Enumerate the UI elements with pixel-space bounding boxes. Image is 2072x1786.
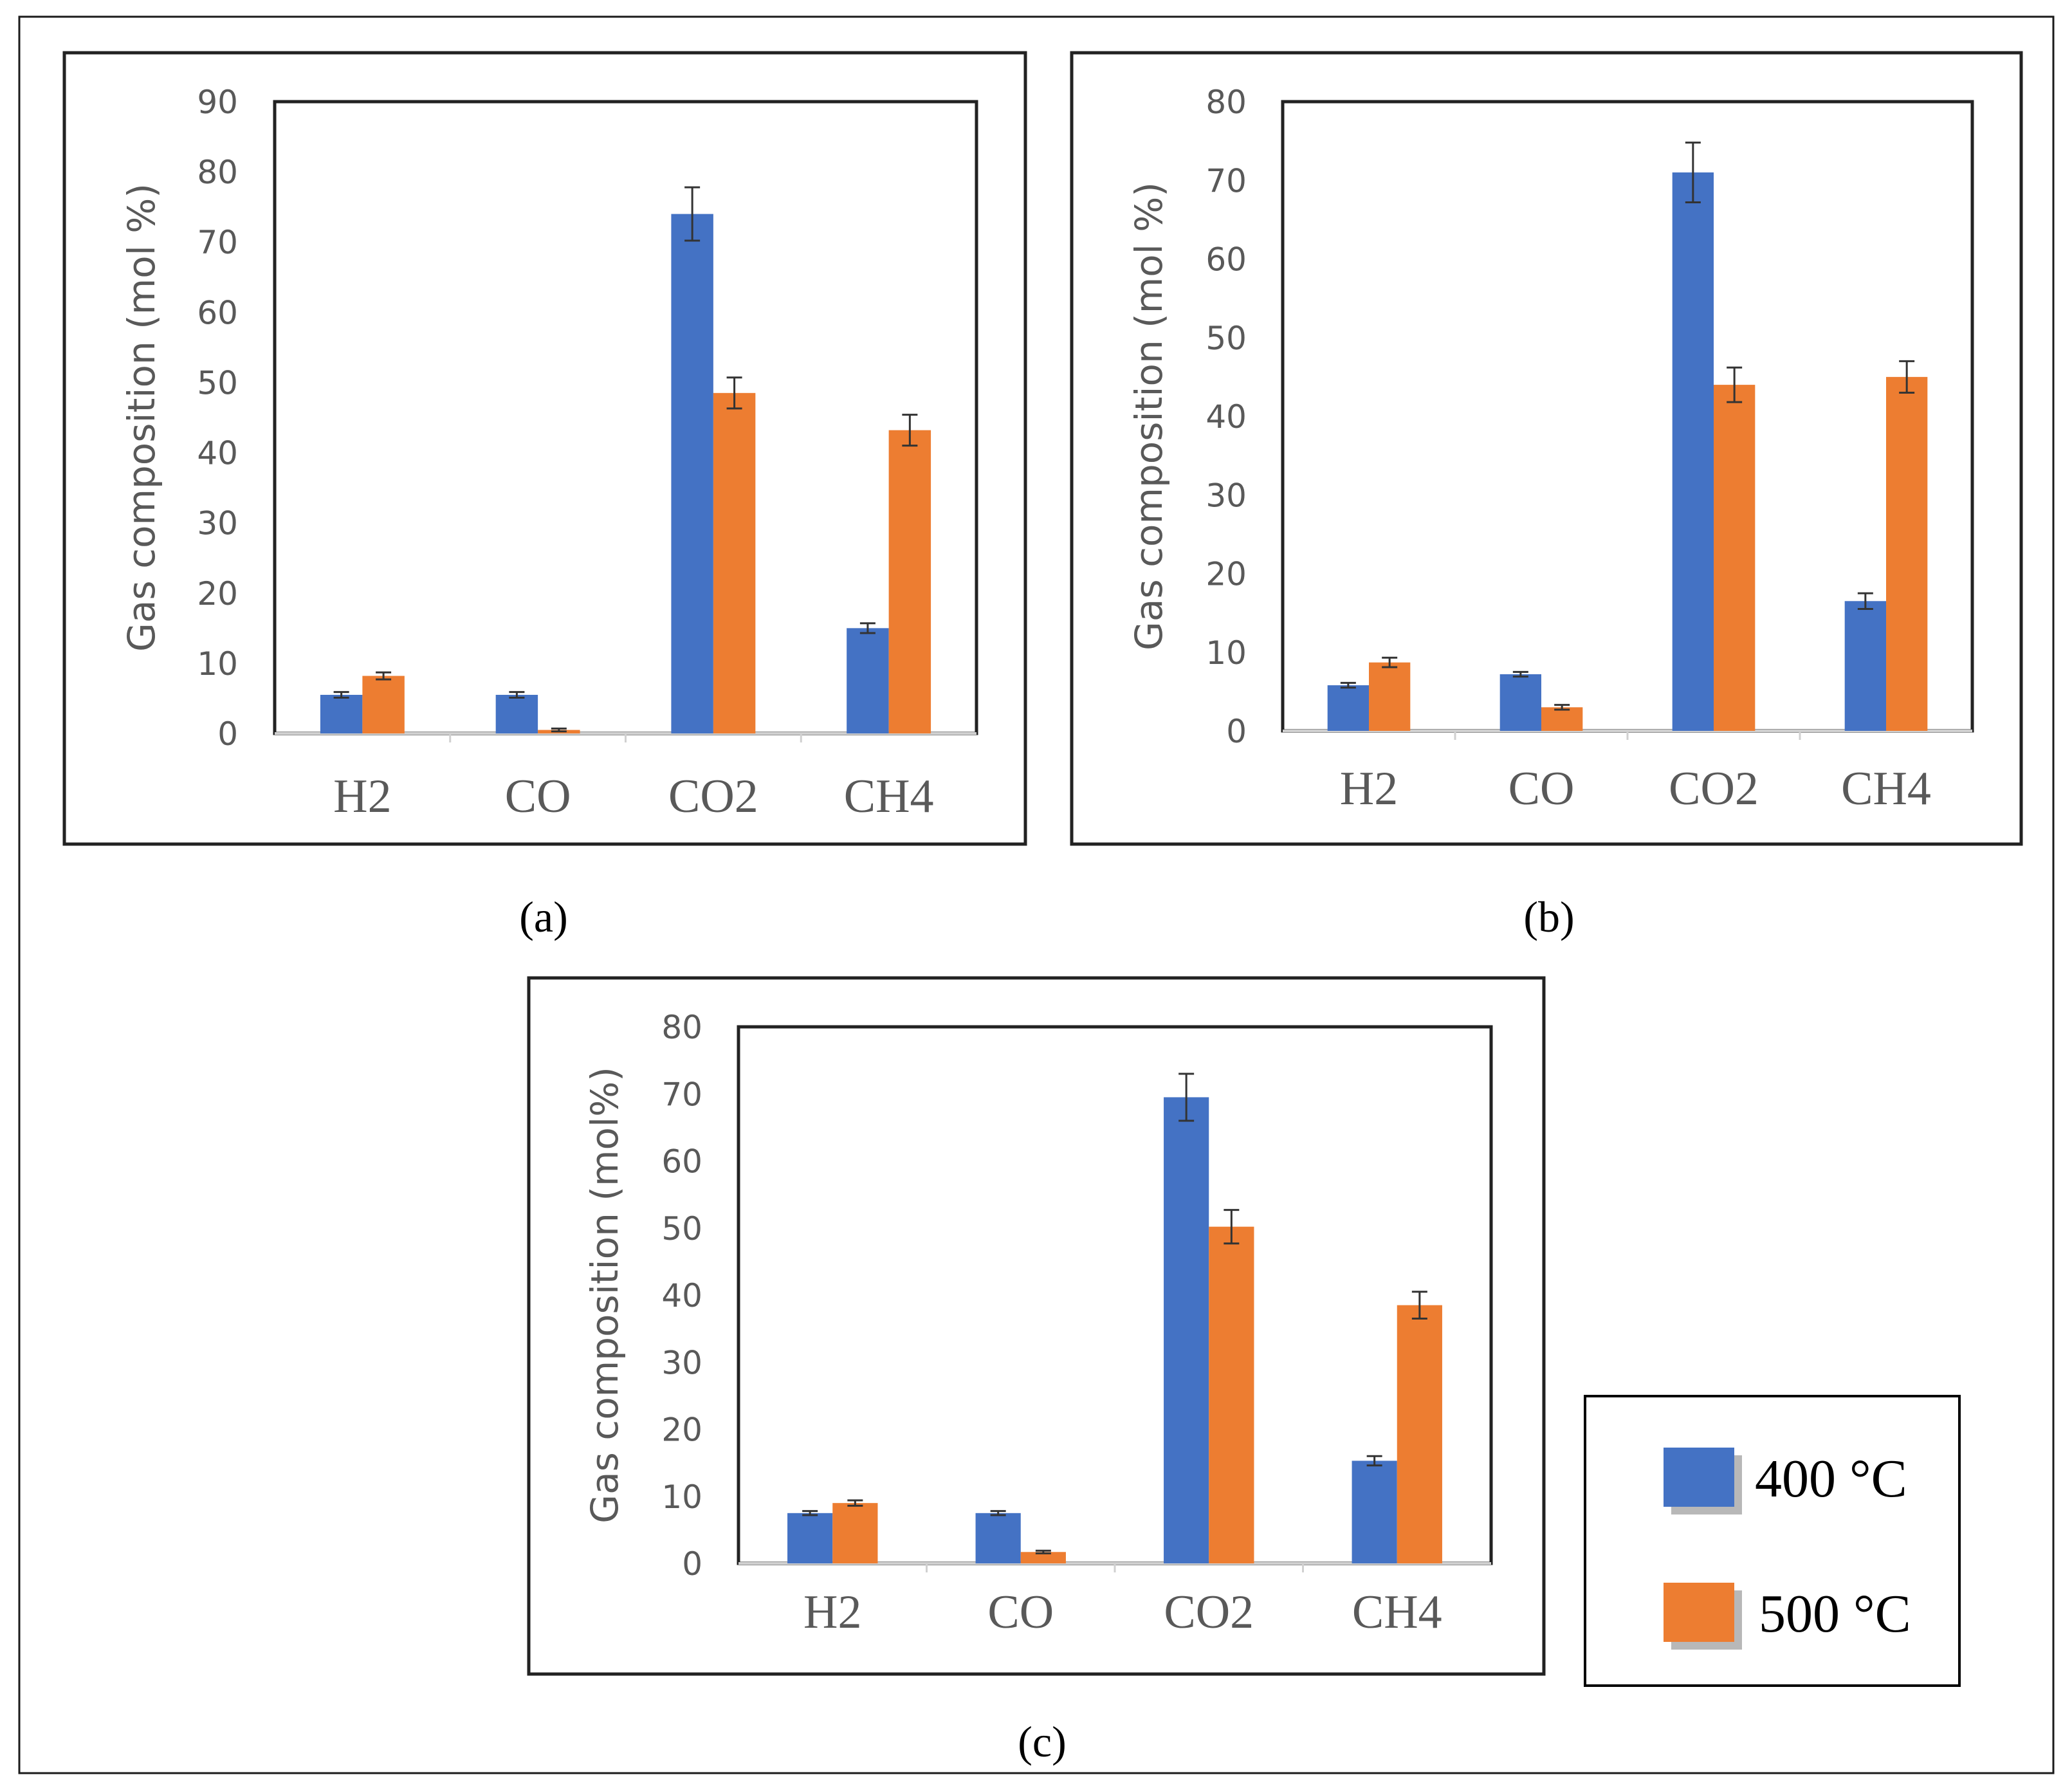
x-category-label: CH4 [1352, 1586, 1442, 1639]
panels: 0 10 20 30 40 50 60 70 80 90 Gas composition (mol … [62, 51, 2023, 1766]
bar-400-2 [1672, 172, 1714, 731]
bar-400-1 [495, 694, 538, 733]
bar-400-3 [1352, 1460, 1397, 1563]
legend-label-400: 400 °C [1755, 1449, 1907, 1509]
bar-500-3 [1397, 1305, 1442, 1563]
y-tick-label: 20 [661, 1412, 702, 1449]
x-category-label: H2 [803, 1586, 861, 1639]
bar-500-2 [1714, 385, 1756, 731]
x-category-label: H2 [333, 770, 391, 823]
y-tick-label: 40 [661, 1277, 702, 1314]
bar-500-0 [1369, 662, 1411, 731]
bar-500-2 [713, 392, 756, 733]
y-tick-label: 0 [682, 1545, 702, 1583]
figure-frame [18, 15, 2055, 1774]
bar-500-0 [362, 676, 405, 733]
y-tick-label: 10 [1206, 634, 1247, 672]
x-category-label: CO [1508, 762, 1575, 815]
x-category-label: CO [505, 770, 571, 823]
panel-caption: (c) [1018, 1717, 1066, 1766]
y-axis-label: Gas composition (mol%) [583, 1067, 627, 1524]
legend-swatch-500 [1664, 1583, 1734, 1642]
legend: 400 °C 500 °C [1584, 1395, 1961, 1687]
y-tick-label: 20 [197, 575, 238, 612]
y-tick-label: 60 [197, 294, 238, 331]
legend-label-500: 500 °C [1759, 1584, 1911, 1644]
panel-caption: (b) [1523, 892, 1574, 941]
bar-500-2 [1209, 1226, 1254, 1563]
chart-panel-2: 0 10 20 30 40 50 60 70 80 Gas composition (mol%) H… [527, 976, 1546, 1766]
y-axis-label: Gas composition (mol %) [120, 183, 163, 652]
y-tick-label: 70 [197, 224, 238, 261]
y-tick-label: 50 [197, 364, 238, 401]
y-tick-label: 50 [1206, 320, 1247, 357]
y-tick-label: 30 [661, 1344, 702, 1381]
x-category-label: CO [987, 1586, 1054, 1639]
y-tick-label: 10 [197, 645, 238, 683]
bar-500-1 [1020, 1552, 1066, 1563]
y-tick-label: 10 [661, 1478, 702, 1516]
bar-400-0 [1327, 685, 1369, 731]
y-tick-label: 60 [1206, 241, 1247, 279]
y-tick-label: 90 [197, 84, 238, 121]
bar-400-1 [975, 1513, 1021, 1563]
bar-500-3 [888, 430, 931, 733]
y-tick-label: 20 [1206, 556, 1247, 593]
bar-400-2 [1164, 1097, 1209, 1563]
bar-400-3 [1844, 601, 1886, 731]
y-tick-label: 0 [217, 715, 238, 753]
y-tick-label: 60 [661, 1143, 702, 1181]
x-category-label: CO2 [1164, 1586, 1254, 1639]
y-tick-label: 30 [197, 505, 238, 542]
bar-400-0 [320, 694, 363, 733]
panel-caption: (a) [519, 892, 567, 941]
x-category-label: CH4 [1841, 762, 1931, 815]
bar-400-0 [787, 1513, 833, 1563]
bar-400-3 [847, 628, 889, 733]
y-tick-label: 40 [1206, 398, 1247, 436]
legend-frame [1584, 1395, 1961, 1687]
bar-400-1 [1499, 674, 1541, 731]
x-category-label: H2 [1340, 762, 1398, 815]
legend-swatch-400 [1664, 1448, 1734, 1507]
bar-500-3 [1886, 376, 1928, 731]
y-tick-label: 80 [661, 1009, 702, 1046]
y-tick-label: 80 [1206, 84, 1247, 121]
bar-500-1 [1541, 707, 1583, 731]
y-tick-label: 30 [1206, 477, 1247, 514]
y-tick-label: 40 [197, 435, 238, 472]
y-axis-label: Gas composition (mol %) [1127, 182, 1171, 650]
y-tick-label: 0 [1226, 713, 1247, 750]
y-tick-label: 50 [661, 1210, 702, 1247]
x-category-label: CH4 [844, 770, 934, 823]
y-tick-label: 70 [661, 1076, 702, 1113]
y-tick-label: 70 [1206, 162, 1247, 199]
chart-panel-1: 0 10 20 30 40 50 60 70 80 Gas composition (mol %)… [1070, 51, 2023, 941]
x-category-label: CO2 [1669, 762, 1759, 815]
chart-panel-0: 0 10 20 30 40 50 60 70 80 90 Gas composition (mol … [62, 51, 1027, 941]
bar-400-2 [671, 214, 713, 734]
bar-500-0 [832, 1503, 878, 1563]
y-tick-label: 80 [197, 154, 238, 191]
x-category-label: CO2 [668, 770, 758, 823]
